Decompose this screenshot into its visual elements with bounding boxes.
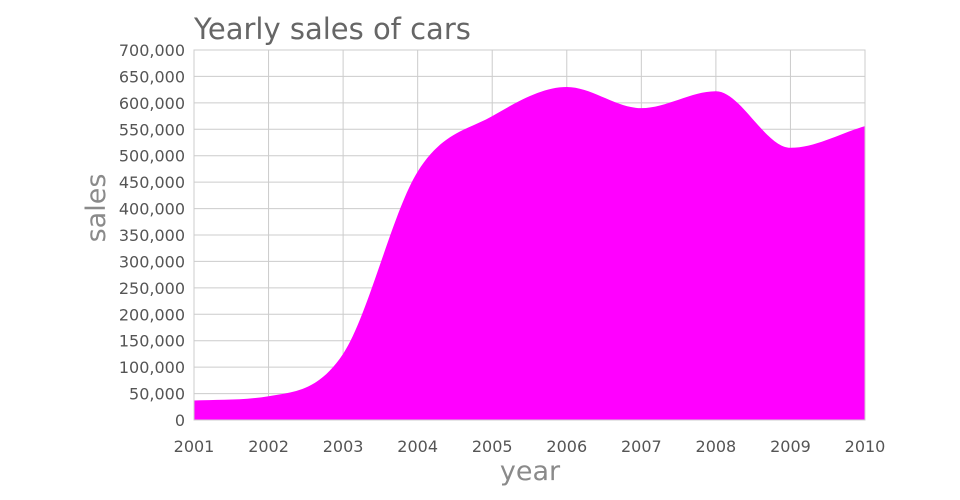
y-tick-label: 100,000 xyxy=(119,358,185,377)
x-tick-label: 2008 xyxy=(696,437,737,456)
y-tick-label: 0 xyxy=(175,411,185,430)
x-tick-label: 2002 xyxy=(248,437,289,456)
y-tick-label: 700,000 xyxy=(119,41,185,60)
y-tick-label: 250,000 xyxy=(119,279,185,298)
x-tick-label: 2009 xyxy=(770,437,811,456)
x-tick-label: 2006 xyxy=(546,437,587,456)
x-tick-label: 2001 xyxy=(174,437,215,456)
y-tick-label: 650,000 xyxy=(119,67,185,86)
y-tick-label: 450,000 xyxy=(119,173,185,192)
y-tick-label: 550,000 xyxy=(119,120,185,139)
y-tick-label: 150,000 xyxy=(119,332,185,351)
y-tick-label: 400,000 xyxy=(119,200,185,219)
y-tick-label: 500,000 xyxy=(119,147,185,166)
y-axis-label: sales xyxy=(81,174,112,243)
y-tick-label: 600,000 xyxy=(119,94,185,113)
area-series-fill xyxy=(194,87,865,420)
x-tick-label: 2003 xyxy=(323,437,364,456)
y-tick-label: 50,000 xyxy=(129,385,185,404)
plot-frame xyxy=(193,49,866,421)
x-axis-ticks: 2001 2002 2003 2004 2005 2006 2007 2008 2009 2010 xyxy=(174,437,886,456)
y-tick-label: 350,000 xyxy=(119,226,185,245)
x-tick-label: 2005 xyxy=(472,437,513,456)
x-tick-label: 2007 xyxy=(621,437,662,456)
area-series-group xyxy=(194,87,865,420)
x-tick-label: 2004 xyxy=(397,437,438,456)
y-tick-label: 200,000 xyxy=(119,305,185,324)
x-axis-label: year xyxy=(500,456,561,487)
y-axis-ticks: 0 50,000 100,000 150,000 200,000 250,000 300,0… xyxy=(119,41,185,430)
x-tick-label: 2010 xyxy=(845,437,886,456)
chart-title: Yearly sales of cars xyxy=(193,12,471,46)
y-tick-label: 300,000 xyxy=(119,252,185,271)
